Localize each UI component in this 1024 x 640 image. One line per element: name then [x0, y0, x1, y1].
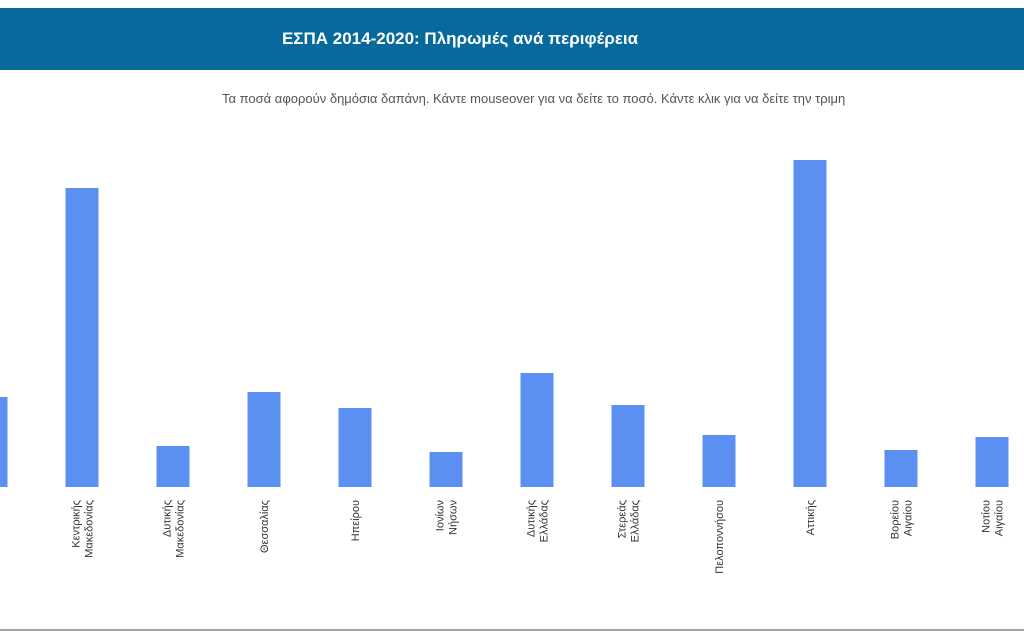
- x-tick-label-line: Κεντρικής: [71, 500, 83, 548]
- bar: [702, 435, 736, 487]
- x-tick-label-line: Μακεδονίας: [175, 500, 187, 558]
- x-tick-label: Ιονίων Νήσων: [435, 500, 460, 535]
- x-tick-label: Δυτικής Ελλάδας: [526, 500, 551, 542]
- x-tick-label-line: Δυτικής: [526, 500, 538, 537]
- x-tick-label: Ηπείρου: [350, 500, 362, 541]
- x-tick-label: Νοτίου Αιγαίου: [981, 500, 1006, 536]
- bar: [429, 452, 463, 487]
- bar: [0, 397, 8, 487]
- x-tick-label-line: Δυτικής: [162, 500, 174, 537]
- x-tick-label: Θεσσαλίας: [259, 500, 271, 553]
- x-tick-label: Δυτικής Μακεδονίας: [162, 500, 187, 558]
- bar: [156, 446, 190, 487]
- x-tick-label-line: Ιονίων: [435, 500, 447, 532]
- x-tick-label: Βορείου Αιγαίου: [890, 500, 915, 539]
- x-tick-label-line: Μακεδονίας: [84, 500, 96, 558]
- x-tick-label-line: Ηπείρου: [350, 500, 362, 541]
- x-tick-label-line: Θεσσαλίας: [259, 500, 271, 553]
- chart-subtitle: Τα ποσά αφορούν δημόσια δαπάνη. Κάντε mo…: [222, 91, 845, 106]
- x-tick-label: Στερεάς Ελλάδας: [617, 500, 642, 542]
- bar: [520, 373, 554, 487]
- x-tick-label-line: Αιγαίου: [994, 500, 1006, 536]
- bar: [338, 408, 372, 487]
- bar: [247, 392, 281, 487]
- x-tick-label-line: Νήσων: [448, 500, 460, 535]
- chart-title: ΕΣΠΑ 2014-2020: Πληρωμές ανά περιφέρεια: [282, 29, 639, 48]
- x-tick-label-line: Αττικής: [805, 500, 817, 535]
- x-tick-label-line: Βορείου: [890, 500, 902, 539]
- x-tick-label: Κεντρικής Μακεδονίας: [71, 500, 96, 558]
- bar: [611, 405, 645, 487]
- bar: [65, 188, 99, 487]
- x-tick-label-line: Ελλάδας: [539, 500, 551, 542]
- x-tick-label-line: Πελοποννήσου: [714, 500, 726, 574]
- x-tick-label-line: Ελλάδας: [630, 500, 642, 542]
- x-tick-label: Πελοποννήσου: [714, 500, 726, 574]
- x-tick-label: Αττικής: [805, 500, 817, 535]
- bar: [975, 437, 1009, 487]
- x-tick-label-line: Αιγαίου: [903, 500, 915, 536]
- bar: [884, 450, 918, 487]
- x-tick-label-line: Νοτίου: [981, 500, 993, 533]
- x-tick-label-line: Στερεάς: [617, 500, 629, 538]
- plot-area: & ΘράκηςΚεντρικήςΜακεδονίαςΔυτικήςΜακεδο…: [0, 160, 1009, 574]
- header-band: [0, 8, 1024, 70]
- bar: [793, 160, 827, 487]
